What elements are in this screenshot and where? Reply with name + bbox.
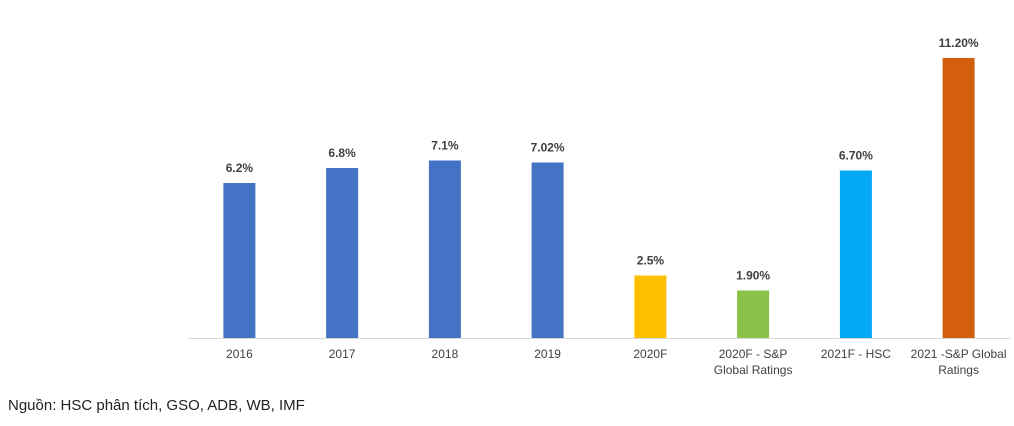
bar-1 <box>223 183 256 338</box>
data-label-6: 1.90% <box>736 269 770 283</box>
data-label-7: 6.70% <box>839 149 873 163</box>
category-labels-group: 2016 2017 2018 2019 2020F 2020F - S&P Global R… <box>226 347 1006 377</box>
category-label-7: 2021F - HSC <box>821 347 891 361</box>
category-label-8-line-1: 2021 -S&P Global <box>911 347 1007 361</box>
category-label-2: 2017 <box>329 347 356 361</box>
bar-5 <box>634 275 667 338</box>
bar-8 <box>942 58 975 338</box>
data-label-4: 7.02% <box>531 141 565 155</box>
data-label-2: 6.8% <box>328 146 356 160</box>
category-label-8-line-2: Ratings <box>938 363 979 377</box>
category-label-5: 2020F <box>633 347 667 361</box>
category-label-4: 2019 <box>534 347 561 361</box>
bar-4 <box>531 162 564 338</box>
data-labels-group: 6.2% 6.8% 7.1% 7.02% 2.5% 1.90% 6.70% 11.20% <box>226 36 979 283</box>
data-label-1: 6.2% <box>226 161 254 175</box>
bar-3 <box>428 160 461 338</box>
data-label-5: 2.5% <box>637 254 665 268</box>
category-label-6-line-1: 2020F - S&P <box>719 347 788 361</box>
source-note: Nguồn: HSC phân tích, GSO, ADB, WB, IMF <box>8 397 305 414</box>
data-label-3: 7.1% <box>431 139 459 153</box>
category-label-1: 2016 <box>226 347 253 361</box>
category-label-6-line-2: Global Ratings <box>714 363 793 377</box>
data-label-8: 11.20% <box>939 36 979 50</box>
bars-group <box>223 58 975 338</box>
category-label-3: 2018 <box>432 347 459 361</box>
bar-6 <box>737 290 770 338</box>
bar-7 <box>839 170 872 338</box>
bar-2 <box>326 168 359 338</box>
